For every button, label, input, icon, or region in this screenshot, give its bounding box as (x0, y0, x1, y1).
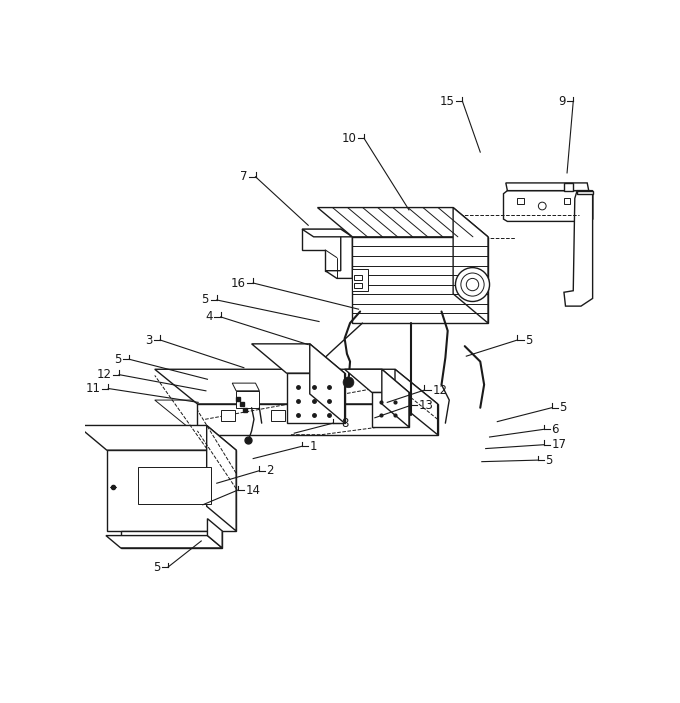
Polygon shape (589, 191, 593, 221)
Polygon shape (106, 536, 222, 548)
Text: 9: 9 (558, 95, 566, 108)
Text: 15: 15 (440, 95, 455, 108)
Polygon shape (120, 531, 222, 548)
Polygon shape (78, 425, 236, 450)
Polygon shape (155, 369, 438, 404)
Text: 16: 16 (231, 276, 245, 290)
Polygon shape (453, 207, 488, 323)
Polygon shape (354, 283, 362, 288)
Polygon shape (302, 229, 341, 271)
Polygon shape (372, 410, 386, 421)
Circle shape (456, 268, 490, 302)
Polygon shape (395, 369, 438, 434)
Polygon shape (233, 383, 259, 391)
Polygon shape (506, 183, 589, 191)
Text: 8: 8 (341, 417, 348, 430)
Polygon shape (564, 191, 593, 306)
Text: 5: 5 (114, 353, 122, 366)
Polygon shape (503, 191, 593, 221)
Text: 5: 5 (525, 333, 532, 347)
Polygon shape (564, 183, 573, 191)
Polygon shape (220, 410, 235, 421)
Polygon shape (286, 373, 345, 423)
Polygon shape (325, 229, 352, 278)
Text: 14: 14 (245, 484, 260, 496)
Text: 4: 4 (205, 311, 213, 323)
Polygon shape (302, 229, 352, 237)
Polygon shape (207, 519, 222, 548)
Polygon shape (155, 400, 438, 434)
Polygon shape (354, 276, 362, 280)
Polygon shape (564, 198, 570, 205)
Polygon shape (252, 344, 345, 373)
Polygon shape (352, 269, 368, 291)
Text: 17: 17 (551, 438, 566, 451)
Text: 5: 5 (559, 401, 566, 414)
Text: 5: 5 (153, 561, 160, 574)
Text: 13: 13 (418, 399, 433, 412)
Polygon shape (372, 392, 409, 427)
Circle shape (466, 278, 479, 291)
Text: 10: 10 (341, 131, 356, 145)
Text: 1: 1 (310, 440, 318, 453)
Polygon shape (345, 369, 409, 392)
Circle shape (461, 273, 484, 296)
Text: 11: 11 (86, 382, 101, 395)
Polygon shape (577, 191, 593, 195)
Text: 5: 5 (545, 453, 553, 467)
Polygon shape (107, 450, 236, 531)
Polygon shape (271, 410, 285, 421)
Polygon shape (352, 237, 488, 323)
Polygon shape (207, 425, 236, 531)
Circle shape (539, 202, 546, 210)
Circle shape (343, 377, 354, 388)
Polygon shape (318, 207, 488, 237)
Text: 7: 7 (240, 170, 248, 183)
Polygon shape (197, 404, 438, 434)
Text: 12: 12 (97, 368, 112, 381)
Text: 5: 5 (202, 293, 209, 307)
Text: 3: 3 (145, 333, 152, 347)
Polygon shape (382, 369, 409, 427)
Text: 12: 12 (432, 384, 447, 396)
Text: 6: 6 (551, 423, 559, 436)
Polygon shape (322, 410, 335, 421)
Polygon shape (517, 198, 524, 205)
Polygon shape (310, 344, 345, 423)
Polygon shape (236, 391, 259, 408)
Text: 2: 2 (267, 465, 274, 477)
Polygon shape (137, 467, 211, 504)
